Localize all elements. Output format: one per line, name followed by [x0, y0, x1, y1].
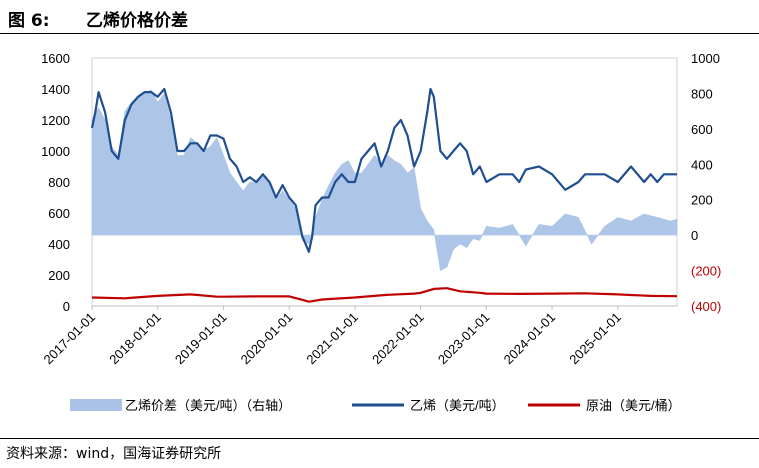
x-tick-label: 2019-01-01 — [172, 310, 230, 368]
source-note: 资料来源：wind，国海证券研究所 — [6, 446, 222, 462]
crude-oil-line — [91, 287, 678, 303]
right-tick-label: (200) — [691, 264, 721, 279]
legend-swatch-spread — [70, 399, 122, 411]
x-tick-label: 2024-01-01 — [501, 310, 559, 368]
left-axis: 0 200 400 600 800 1000 1200 1400 1600 — [41, 51, 70, 314]
x-tick-label: 2025-01-01 — [566, 310, 624, 368]
legend-label-ethylene: 乙烯（美元/吨） — [410, 398, 505, 413]
right-tick-label: 400 — [691, 157, 713, 172]
right-tick-label: 200 — [691, 193, 713, 208]
x-tick-label: 2023-01-01 — [435, 310, 493, 368]
ethylene-price-line — [90, 87, 677, 253]
right-tick-label: 600 — [691, 122, 713, 137]
x-tick-label: 2022-01-01 — [369, 310, 427, 368]
legend-label-crude: 原油（美元/桶） — [586, 398, 681, 413]
x-tick-label: 2018-01-01 — [106, 310, 164, 368]
spread-area — [91, 89, 678, 272]
x-tick-label: 2021-01-01 — [303, 310, 361, 368]
left-tick-label: 0 — [63, 299, 70, 314]
line-series — [90, 87, 678, 303]
left-tick-label: 800 — [48, 175, 70, 190]
right-tick-label: 0 — [691, 228, 698, 243]
x-axis: 2017-01-01 2018-01-01 2019-01-01 2020-01-01… — [40, 306, 624, 368]
legend-label-spread: 乙烯价差（美元/吨）（右轴） — [125, 398, 291, 413]
figure-title: 乙烯价格价差 — [86, 11, 188, 31]
left-tick-label: 1200 — [41, 113, 70, 128]
right-axis: (400) (200) 0 200 400 600 800 1000 — [691, 51, 721, 314]
figure-label: 图 6: — [8, 11, 50, 31]
chart: 0 200 400 600 800 1000 1200 1400 1600 (400) (200)… — [40, 51, 721, 413]
legend: 乙烯价差（美元/吨）（右轴） 乙烯（美元/吨） 原油（美元/桶） — [70, 398, 681, 413]
figure-header: 图 6: 乙烯价格价差 — [0, 0, 759, 33]
left-tick-label: 1600 — [41, 51, 70, 66]
right-tick-label: 1000 — [691, 51, 720, 66]
bottom-rule — [0, 438, 759, 439]
left-tick-label: 1400 — [41, 82, 70, 97]
left-tick-label: 400 — [48, 237, 70, 252]
x-tick-label: 2020-01-01 — [238, 310, 296, 368]
right-tick-label: (400) — [691, 299, 721, 314]
spread-series — [91, 89, 678, 272]
left-tick-label: 1000 — [41, 144, 70, 159]
top-rule — [0, 33, 759, 34]
x-tick-label: 2017-01-01 — [40, 310, 98, 368]
left-tick-label: 200 — [48, 268, 70, 283]
left-tick-label: 600 — [48, 206, 70, 221]
right-tick-label: 800 — [691, 86, 713, 101]
